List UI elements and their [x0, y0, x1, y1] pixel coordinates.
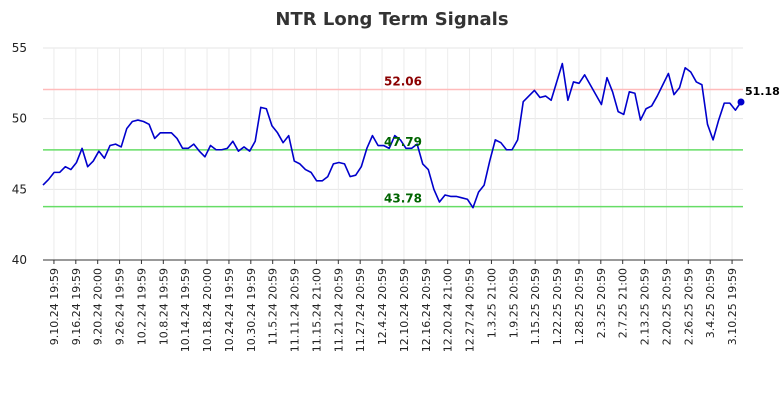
price-line	[42, 62, 742, 209]
x-tick-label: 3.10.25 19:59	[726, 268, 739, 345]
x-tick-label: 1.15.25 20:59	[529, 268, 542, 345]
x-tick-label: 12.20.24 21:00	[442, 268, 455, 352]
x-tick-label: 12.10.24 20:59	[398, 268, 411, 352]
x-tick-label: 11.11.24 20:59	[289, 268, 302, 352]
x-tick-label: 2.13.25 20:59	[639, 268, 652, 345]
y-tick-label: 40	[12, 253, 27, 267]
reference-lines	[43, 88, 743, 208]
chart-title: NTR Long Term Signals	[275, 9, 508, 30]
x-tick-label: 10.18.24 20:00	[201, 268, 214, 352]
x-tick-label: 1.9.25 20:59	[507, 268, 520, 338]
x-tick-label: 12.4.24 20:59	[376, 268, 389, 345]
x-tick-label: 11.15.24 21:00	[310, 268, 323, 352]
x-tick-label: 2.7.25 21:00	[617, 268, 630, 338]
x-tick-label: 2.26.25 20:59	[682, 268, 695, 345]
x-tick-label: 3.4.25 20:59	[704, 268, 717, 338]
x-tick-label: 10.30.24 19:59	[245, 268, 258, 352]
x-tick-label: 2.20.25 20:59	[660, 268, 673, 345]
x-tick-label: 9.20.24 20:00	[92, 268, 105, 345]
x-tick-label: 11.5.24 20:59	[267, 268, 280, 345]
x-tick-label: 9.26.24 19:59	[114, 268, 127, 345]
x-tick-label: 10.14.24 19:59	[179, 268, 192, 352]
x-tick-label: 12.16.24 20:59	[420, 268, 433, 352]
x-tick-label: 1.22.25 20:59	[551, 268, 564, 345]
y-tick-label: 45	[12, 182, 27, 196]
y-tick-label: 50	[12, 112, 27, 126]
x-tick-label: 1.3.25 21:00	[485, 268, 498, 338]
x-tick-label: 2.3.25 20:59	[595, 268, 608, 338]
axes: 40 45 50 55 9.10.24 19:59 9.16.24 19:59 9.20.2…	[12, 41, 743, 352]
last-point-label: 51.18	[745, 85, 780, 98]
x-tick-label: 12.27.24 20:59	[464, 268, 477, 352]
reference-line-label: 52.06	[384, 75, 422, 89]
x-tick-label: 11.21.24 20:59	[332, 268, 345, 352]
x-tick-label: 1.28.25 20:59	[573, 268, 586, 345]
x-tick-label: 10.8.24 19:59	[157, 268, 170, 345]
x-tick-label: 10.24.24 19:59	[223, 268, 236, 352]
reference-line-label: 43.78	[384, 192, 422, 206]
series-layer	[42, 62, 745, 209]
labels-layer: 52.06 47.79 43.78 51.18	[384, 75, 780, 206]
x-tick-label: 10.2.24 19:59	[135, 268, 148, 345]
reference-line-label: 47.79	[384, 135, 422, 149]
x-tick-label: 9.10.24 19:59	[48, 268, 61, 345]
last-point-marker	[737, 98, 745, 106]
x-tick-label: 11.27.24 20:59	[354, 268, 367, 352]
x-tick-label: 9.16.24 19:59	[70, 268, 83, 345]
y-tick-label: 55	[12, 41, 27, 55]
